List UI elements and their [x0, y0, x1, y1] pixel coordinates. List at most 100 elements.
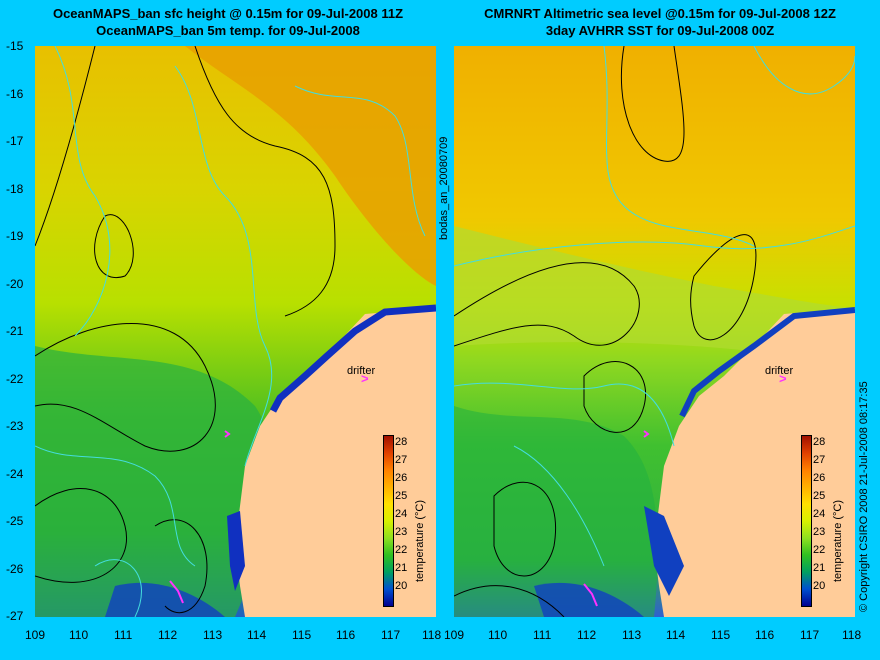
cyan-contour	[454, 225, 855, 267]
x-tick: 111	[533, 628, 552, 642]
y-tick: -24	[6, 467, 24, 481]
y-tick: -23	[6, 419, 24, 433]
cyan-contour	[513, 445, 605, 567]
warm-water-area	[185, 46, 436, 286]
drifter-marker: >	[779, 371, 787, 386]
cyan-contour	[94, 559, 142, 617]
y-tick: -15	[6, 39, 24, 53]
cyan-contour	[35, 445, 196, 567]
x-tick: 118	[422, 628, 442, 642]
black-contour	[35, 46, 96, 247]
colorbar-label: 21	[813, 562, 826, 574]
x-tick: 109	[25, 628, 46, 642]
colorbar-label: 24	[813, 508, 826, 520]
x-tick: 117	[381, 628, 401, 642]
x-tick: 110	[488, 628, 508, 642]
x-tick: 116	[755, 628, 775, 642]
drifter-label: drifter	[765, 365, 794, 377]
y-tick: -17	[6, 134, 24, 148]
black-contour	[94, 214, 134, 279]
left-title-line1: OceanMAPS_ban sfc height @ 0.15m for 09-…	[52, 6, 404, 21]
black-contour	[454, 262, 640, 347]
copyright-label: © Copyright CSIRO 2008 21-Jul-2008 08:17…	[858, 381, 870, 612]
colorbar-label: 24	[395, 508, 408, 520]
black-contour	[583, 361, 646, 433]
black-contour	[493, 481, 556, 577]
run-id-label: bodas_an_20080709	[438, 136, 450, 240]
x-tick: 112	[577, 628, 597, 642]
y-tick: -27	[6, 609, 24, 623]
x-tick: 109	[444, 628, 465, 642]
colorbar-label: 28	[813, 436, 826, 448]
cyan-contour	[454, 382, 675, 447]
coastal-cold-patch	[644, 506, 684, 596]
x-tick: 113	[622, 628, 642, 642]
black-contour	[35, 323, 216, 452]
x-tick: 114	[666, 628, 686, 642]
drifter-track	[169, 580, 184, 604]
black-contour	[454, 585, 565, 617]
colorbar-label: 20	[813, 580, 826, 592]
coastal-cold-patch	[227, 511, 245, 591]
colorbar-label: 27	[395, 454, 408, 466]
black-contour	[620, 46, 685, 162]
colorbar-title: temperature (°C)	[414, 499, 426, 582]
colorbar-label: 25	[395, 490, 408, 502]
right-title-line2: 3day AVHRR SST for 09-Jul-2008 00Z	[545, 23, 775, 38]
colorbar-title: temperature (°C)	[832, 499, 844, 582]
y-tick: -20	[6, 277, 24, 291]
cold-water-patch	[105, 582, 225, 617]
coastal-cold-strip	[269, 304, 436, 413]
x-tick: 115	[711, 628, 731, 642]
x-tick: 111	[114, 628, 133, 642]
right-title-line1: CMRNRT Altimetric sea level @0.15m for 0…	[484, 6, 836, 21]
y-tick: -26	[6, 562, 24, 576]
colorbar-label: 23	[395, 526, 408, 538]
colorbar-label: 21	[395, 562, 408, 574]
colorbar-right	[801, 435, 812, 607]
x-tick: 110	[69, 628, 89, 642]
y-tick: -16	[6, 87, 24, 101]
colorbar-label: 20	[395, 580, 408, 592]
black-contour	[690, 234, 757, 341]
cyan-contour	[603, 46, 755, 247]
colorbar-label: 22	[395, 544, 408, 556]
cold-water-patch	[534, 582, 644, 617]
colorbar-label: 23	[813, 526, 826, 538]
colorbar-label: 27	[813, 454, 826, 466]
drifter-track	[224, 430, 231, 438]
colorbar-label: 22	[813, 544, 826, 556]
right-map-svg	[454, 46, 855, 617]
x-tick: 112	[158, 628, 178, 642]
cool-water-area	[454, 406, 658, 617]
cyan-contour	[54, 46, 111, 337]
colorbar-label: 28	[395, 436, 408, 448]
left-map-svg	[35, 46, 436, 617]
x-tick: 117	[800, 628, 820, 642]
colorbar-label: 26	[813, 472, 826, 484]
mid-water-band	[454, 226, 855, 366]
drifter-track	[583, 583, 598, 607]
colorbar-left	[383, 435, 394, 607]
drifter-track	[643, 430, 650, 438]
left-map-panel	[35, 46, 436, 617]
x-tick: 118	[842, 628, 862, 642]
left-title-line2: OceanMAPS_ban 5m temp. for 09-Jul-2008	[96, 23, 360, 38]
colorbar-label: 25	[813, 490, 826, 502]
y-tick: -18	[6, 182, 24, 196]
black-contour	[154, 519, 208, 614]
x-tick: 115	[292, 628, 312, 642]
x-tick: 116	[336, 628, 356, 642]
y-tick: -25	[6, 514, 24, 528]
y-tick: -22	[6, 372, 24, 386]
black-contour	[194, 46, 336, 317]
cyan-contour	[294, 85, 426, 237]
right-map-panel	[454, 46, 855, 617]
colorbar-label: 26	[395, 472, 408, 484]
y-tick: -19	[6, 229, 24, 243]
y-tick: -21	[6, 324, 24, 338]
x-tick: 114	[247, 628, 267, 642]
drifter-label: drifter	[347, 365, 376, 377]
black-contour	[35, 488, 127, 583]
x-tick: 113	[203, 628, 223, 642]
